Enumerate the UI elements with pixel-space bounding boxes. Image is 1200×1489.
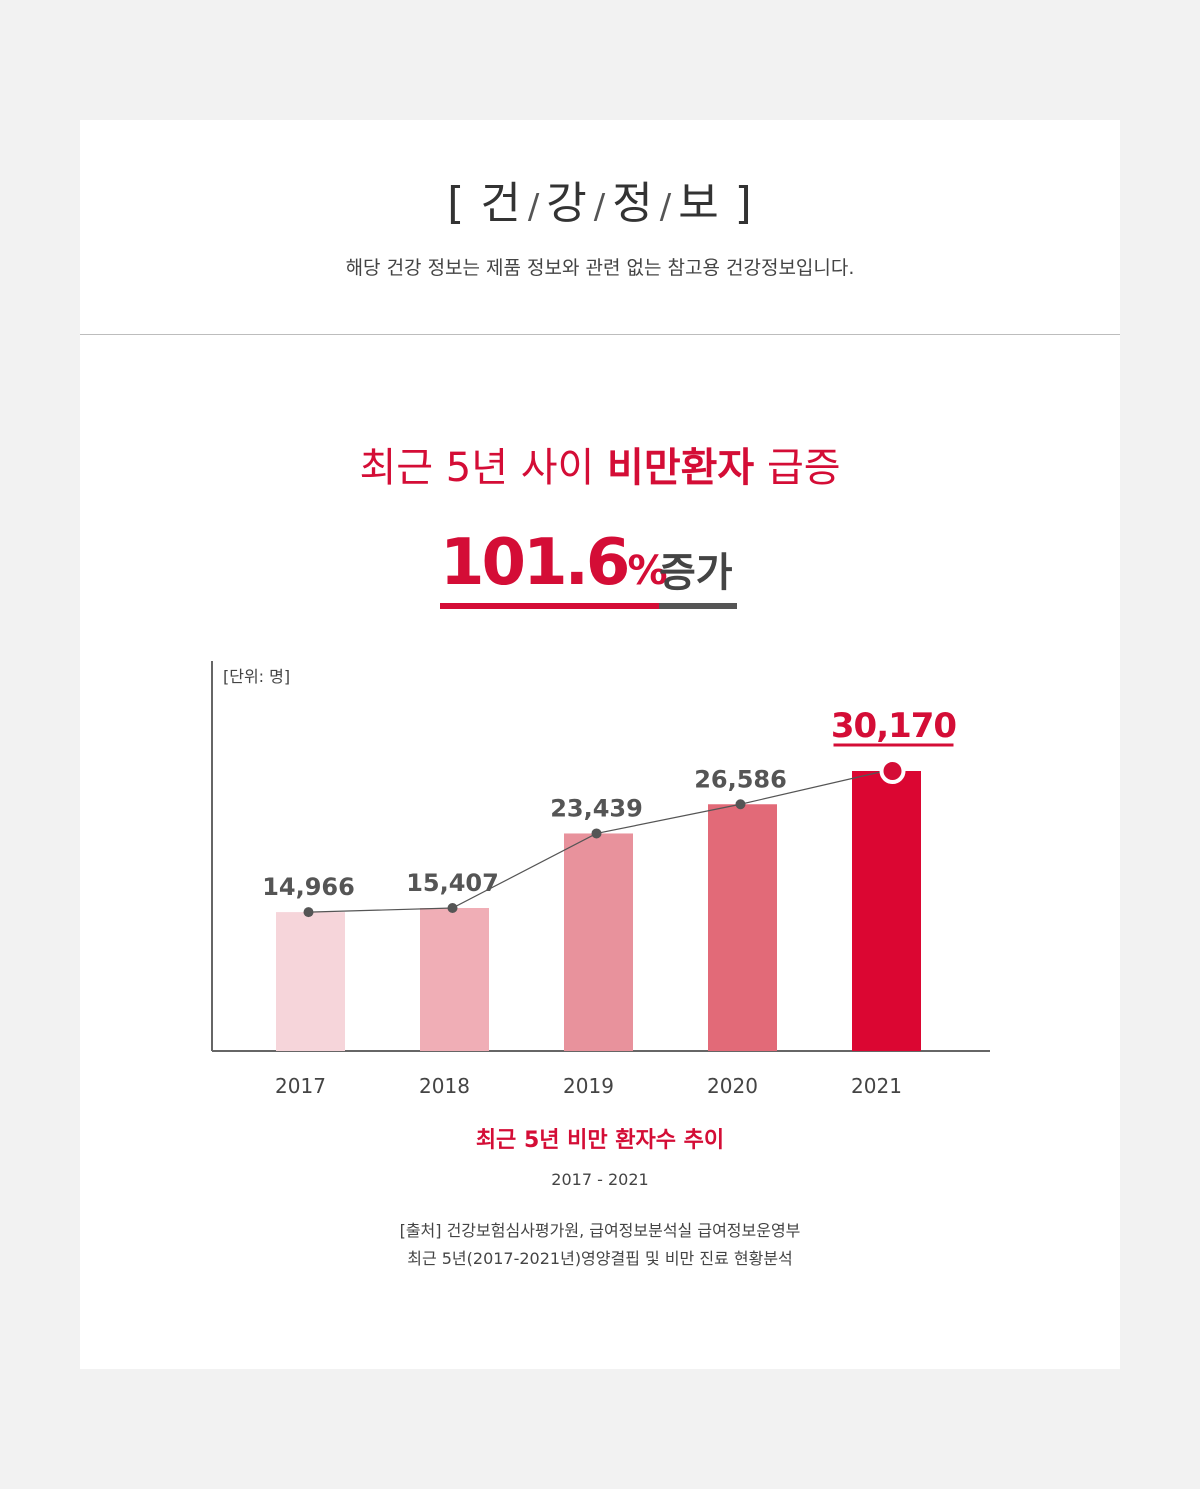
x-tick-label: 2018 — [419, 1074, 470, 1098]
title-separator: / — [527, 187, 541, 227]
increase-value: 101.6 — [440, 526, 630, 600]
increase-stat: 101.6% 증가 — [440, 525, 760, 609]
bar-2018 — [420, 908, 489, 1051]
data-point — [591, 828, 602, 839]
source-line-1: [출처] 건강보험심사평가원, 급여정보분석실 급여정보운영부 — [399, 1221, 801, 1240]
stat-underline-gray — [659, 603, 737, 609]
source-note: [출처] 건강보험심사평가원, 급여정보분석실 급여정보운영부 최근 5년(20… — [80, 1217, 1120, 1273]
source-line-2: 최근 5년(2017-2021년)영양결핍 및 비만 진료 현황분석 — [407, 1249, 793, 1268]
unit-label: [단위: 명] — [223, 667, 290, 686]
health-info-card: [ 건 / 강 / 정 / 보 ] 해당 건강 정보는 제품 정보와 관련 없는 참고용 건… — [80, 120, 1120, 1369]
headline: 최근 5년 사이 비만환자 급증 — [80, 440, 1120, 496]
chart-title: 최근 5년 비만 환자수 추이 — [475, 1128, 725, 1153]
bracket-open: [ — [447, 178, 466, 229]
section-divider — [80, 334, 1120, 335]
stat-underline-red — [440, 603, 659, 609]
increase-number: 101.6% — [440, 525, 668, 609]
data-label: 23,439 — [550, 794, 643, 822]
data-label: 14,966 — [262, 873, 355, 901]
title-separator: / — [659, 187, 673, 227]
obesity-bar-chart: [단위: 명] 2017 2018 2019 2020 2021 14,966 15,407 2… — [211, 661, 990, 1098]
bar-2019 — [564, 833, 633, 1051]
x-tick-label: 2019 — [563, 1074, 614, 1098]
data-label-highlight: 30,170 — [831, 706, 957, 746]
x-tick-label: 2021 — [851, 1074, 902, 1098]
highlight-point — [879, 758, 906, 784]
chart-subtitle: 2017 - 2021 — [551, 1170, 649, 1189]
title-char-2: 강 — [546, 178, 588, 229]
increase-word: 증가 — [659, 550, 733, 596]
headline-prefix: 최근 5년 사이 — [359, 445, 608, 491]
title-char-1: 건 — [480, 178, 522, 229]
data-label: 15,407 — [406, 869, 499, 897]
bar-2021 — [852, 771, 921, 1051]
bar-2017 — [276, 912, 345, 1051]
data-label: 26,586 — [694, 765, 787, 793]
headline-suffix: 급증 — [754, 445, 841, 491]
title-char-3: 정 — [612, 178, 654, 229]
section-title: [ 건 / 강 / 정 / 보 ] — [80, 176, 1120, 235]
headline-emphasis: 비만환자 — [607, 445, 755, 491]
title-char-4: 보 — [678, 178, 720, 229]
data-point — [735, 799, 746, 810]
title-separator: / — [593, 187, 607, 227]
bracket-close: ] — [734, 178, 753, 229]
disclaimer-note: 해당 건강 정보는 제품 정보와 관련 없는 참고용 건강정보입니다. — [345, 257, 855, 279]
x-tick-label: 2020 — [707, 1074, 758, 1098]
data-point — [447, 903, 458, 914]
data-point — [303, 907, 314, 918]
bar-2020 — [708, 804, 777, 1051]
x-tick-label: 2017 — [275, 1074, 326, 1098]
percent-sign: % — [627, 548, 668, 594]
